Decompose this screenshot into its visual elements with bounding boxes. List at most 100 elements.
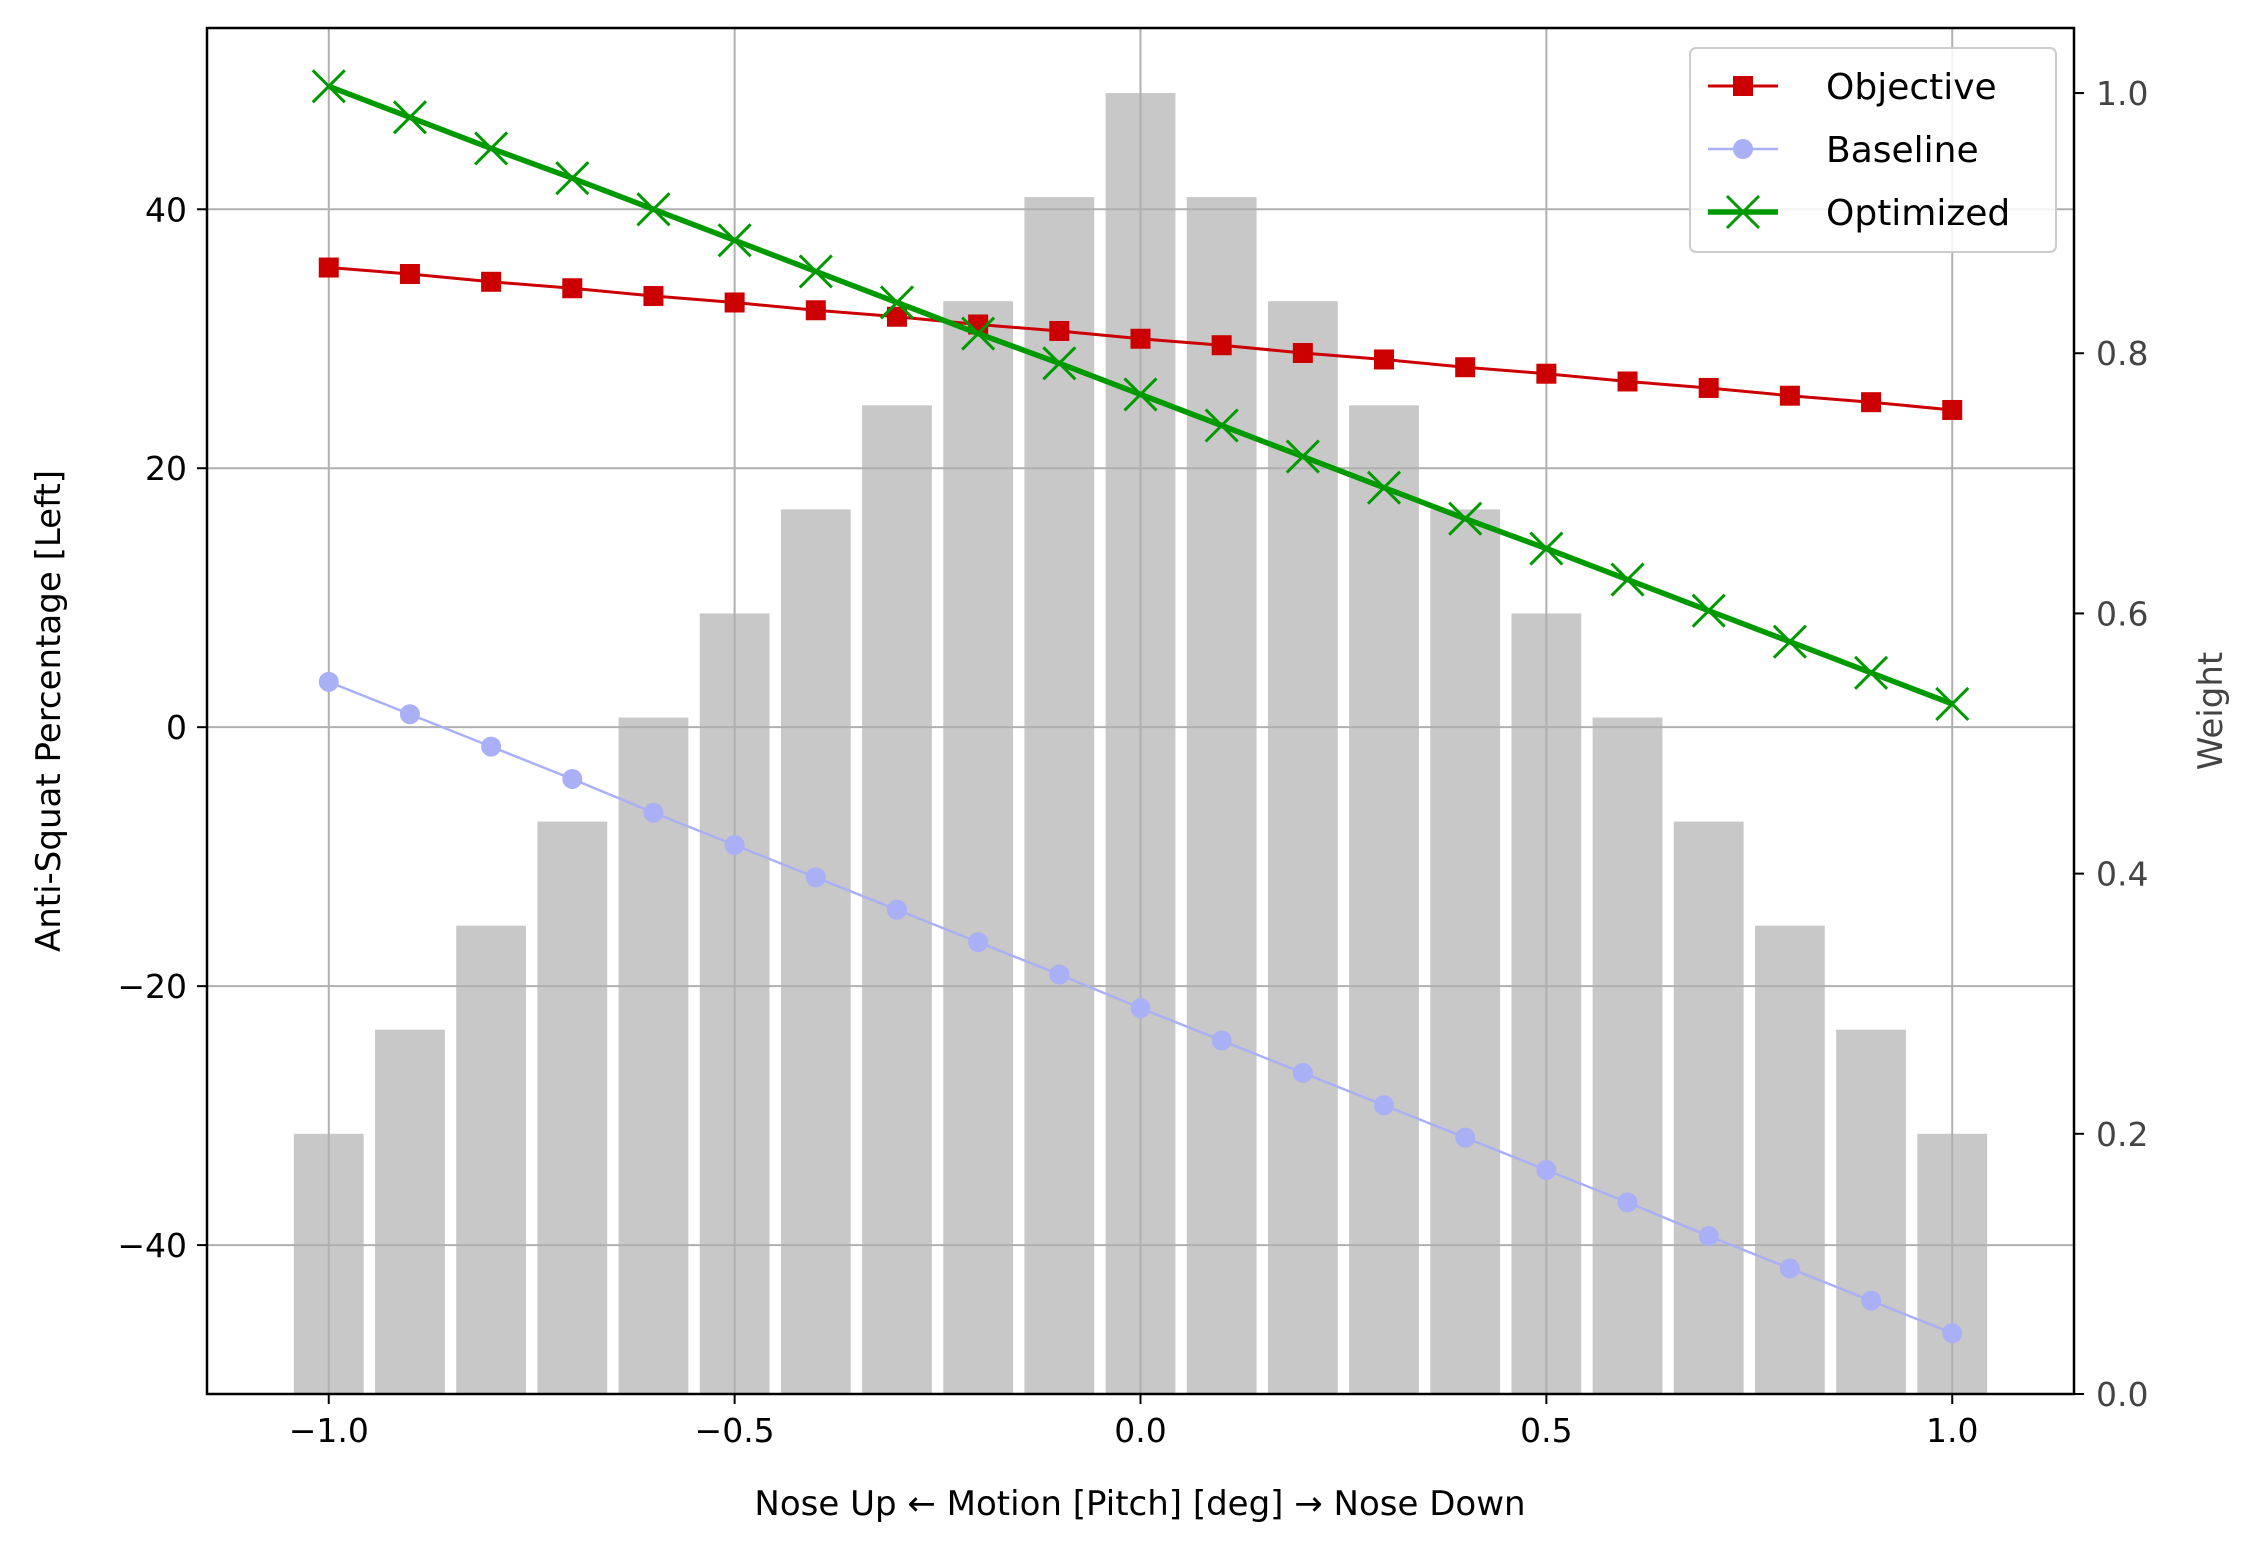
weight-bar bbox=[1673, 821, 1744, 1394]
weight-bar bbox=[1024, 197, 1095, 1395]
y2-tick-label: 0.2 bbox=[2096, 1115, 2148, 1154]
y-tick-label: −40 bbox=[117, 1226, 187, 1265]
data-point bbox=[1617, 1192, 1638, 1213]
x-axis-ticks: −1.0 −0.5 0.0 0.5 1.0 bbox=[289, 1394, 1978, 1450]
data-point bbox=[1455, 357, 1476, 378]
legend-box bbox=[1689, 47, 2057, 253]
data-point bbox=[724, 292, 745, 313]
y-tick-label: 40 bbox=[145, 190, 187, 229]
data-point bbox=[562, 278, 583, 299]
data-point bbox=[1204, 408, 1239, 443]
weight-bar bbox=[1754, 925, 1825, 1394]
data-point bbox=[805, 867, 826, 888]
x-tick-label: −0.5 bbox=[695, 1411, 775, 1450]
data-point bbox=[1529, 531, 1564, 566]
data-point bbox=[1698, 377, 1719, 398]
weight-bar bbox=[375, 1029, 445, 1394]
y2-tick-label: 0.4 bbox=[2096, 855, 2148, 894]
data-point bbox=[1211, 1030, 1232, 1051]
weight-bar bbox=[1186, 197, 1257, 1395]
y2-tick-label: 1.0 bbox=[2096, 74, 2148, 113]
data-point bbox=[1617, 371, 1638, 392]
data-point bbox=[886, 899, 907, 920]
data-point bbox=[643, 802, 664, 823]
data-point bbox=[399, 704, 420, 725]
data-point bbox=[1698, 1226, 1719, 1247]
data-point bbox=[481, 271, 502, 292]
weight-bar bbox=[780, 509, 851, 1394]
y-axis-ticks: −40 −20 0 20 40 bbox=[117, 190, 207, 1265]
weight-bar bbox=[1592, 717, 1663, 1394]
y-tick-label: 20 bbox=[145, 449, 187, 488]
x-tick-label: 0.5 bbox=[1520, 1411, 1572, 1450]
weight-bar bbox=[943, 301, 1014, 1395]
data-point bbox=[1942, 1323, 1963, 1344]
data-point bbox=[1691, 593, 1726, 628]
data-point bbox=[879, 285, 915, 320]
legend-marker bbox=[1725, 194, 1761, 230]
weight-bar bbox=[1349, 405, 1419, 1394]
data-point bbox=[1130, 328, 1151, 349]
y2-tick-label: 0.6 bbox=[2096, 594, 2148, 633]
weight-bar bbox=[618, 717, 689, 1394]
series-layer bbox=[311, 69, 1970, 1344]
data-point bbox=[1292, 1062, 1313, 1083]
weight-bar bbox=[537, 821, 608, 1394]
data-point bbox=[636, 192, 671, 227]
data-point bbox=[318, 257, 339, 278]
weight-bar bbox=[1267, 301, 1338, 1395]
data-point bbox=[392, 100, 427, 135]
data-point bbox=[1374, 1095, 1395, 1116]
data-point bbox=[1130, 998, 1151, 1019]
series-baseline bbox=[318, 671, 1963, 1344]
legend-marker bbox=[1733, 76, 1753, 96]
legend-item-optimized: Optimized bbox=[1708, 193, 2010, 234]
data-point bbox=[1049, 964, 1070, 985]
legend-item-baseline: Baseline bbox=[1708, 130, 1979, 171]
data-point bbox=[555, 161, 590, 196]
y2-tick-label: 0.0 bbox=[2096, 1375, 2148, 1414]
y-tick-label: 0 bbox=[166, 708, 187, 747]
weight-bar bbox=[1836, 1029, 1906, 1394]
data-point bbox=[399, 264, 420, 285]
legend-item-objective: Objective bbox=[1708, 67, 1997, 108]
data-point bbox=[1779, 385, 1800, 406]
data-point bbox=[1455, 1127, 1476, 1148]
x-axis-label: Nose Up ← Motion [Pitch] [deg] → Nose Do… bbox=[754, 1484, 1525, 1524]
data-point bbox=[481, 736, 502, 757]
data-point bbox=[805, 300, 826, 321]
data-point bbox=[961, 316, 996, 351]
data-point bbox=[968, 932, 989, 953]
y2-axis-label: Weight bbox=[2191, 652, 2231, 770]
data-point bbox=[318, 671, 339, 692]
x-tick-label: 0.0 bbox=[1114, 1411, 1166, 1450]
data-point bbox=[562, 768, 583, 789]
data-point bbox=[311, 69, 346, 104]
data-point bbox=[1285, 439, 1320, 474]
data-point bbox=[1779, 1258, 1800, 1279]
data-point bbox=[1211, 335, 1232, 356]
y-tick-label: −20 bbox=[117, 967, 187, 1006]
grid-lines bbox=[207, 28, 2074, 1394]
y2-axis-ticks: 0.0 0.2 0.4 0.6 0.8 1.0 bbox=[2074, 74, 2148, 1414]
data-point bbox=[1935, 686, 1970, 721]
data-point bbox=[724, 835, 745, 856]
data-point bbox=[1123, 377, 1158, 412]
data-point bbox=[1448, 501, 1483, 536]
legend-label: Baseline bbox=[1826, 130, 1979, 171]
data-point bbox=[1366, 470, 1402, 505]
data-point bbox=[1536, 1160, 1557, 1181]
y2-tick-label: 0.8 bbox=[2096, 334, 2148, 373]
data-point bbox=[798, 254, 833, 289]
data-point bbox=[1049, 320, 1070, 341]
data-point bbox=[1374, 349, 1395, 370]
x-tick-label: −1.0 bbox=[289, 1411, 369, 1450]
legend-label: Objective bbox=[1826, 67, 1997, 108]
legend-marker bbox=[1733, 139, 1753, 159]
data-point bbox=[1854, 655, 1889, 690]
legend-items: Objective Baseline Optimized bbox=[1708, 67, 2010, 234]
data-point bbox=[1942, 399, 1963, 420]
y-axis-label: Anti-Squat Percentage [Left] bbox=[29, 470, 69, 952]
legend-label: Optimized bbox=[1826, 193, 2010, 234]
data-point bbox=[1536, 363, 1557, 384]
